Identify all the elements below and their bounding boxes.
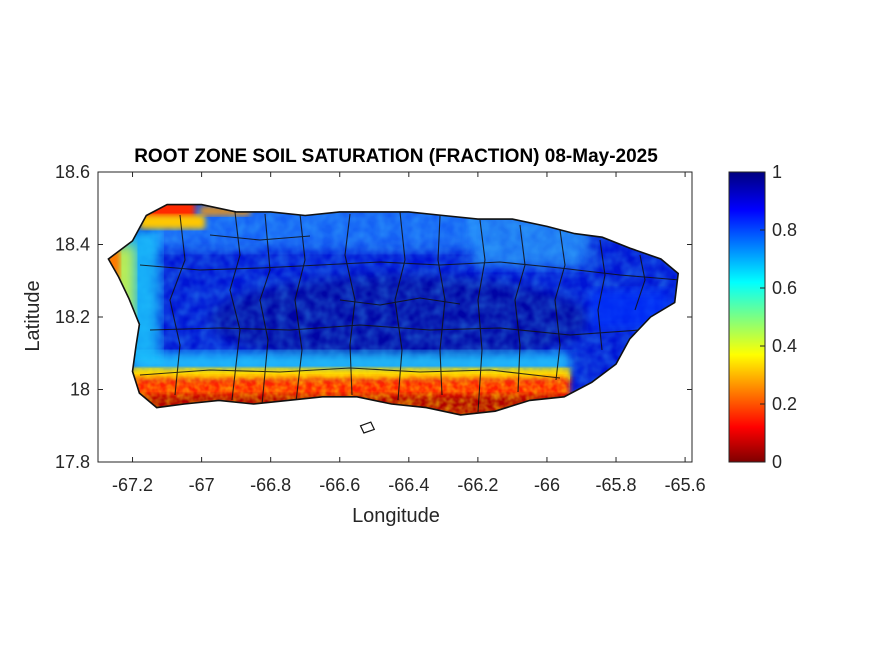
x-tick-label: -67 (189, 475, 215, 495)
y-tick-label: 18.4 (55, 235, 90, 255)
y-tick-label: 18.2 (55, 307, 90, 327)
x-tick-label: -65.8 (596, 475, 637, 495)
colorbar-tick-label: 0.6 (772, 278, 797, 298)
x-tick-label: -66 (534, 475, 560, 495)
colorbar-tick-label: 1 (772, 162, 782, 182)
island-outline (107, 203, 680, 416)
y-axis-label: Latitude (22, 280, 44, 351)
colorbar-tick-label: 0.2 (772, 394, 797, 414)
y-axis: 17.8 18 18.2 18.4 18.6 (55, 162, 692, 472)
colorbar-ticks: 0 0.2 0.4 0.6 0.8 1 (760, 162, 797, 472)
saturation-map (108, 204, 679, 415)
caja-de-muertos-outline (359, 421, 376, 434)
x-axis: -67.2 -67 -66.8 -66.6 -66.4 -66.2 -66 -65.8 -65.… (112, 172, 706, 495)
colorbar-tick-label: 0 (772, 452, 782, 472)
x-tick-label: -67.2 (112, 475, 153, 495)
x-tick-label: -66.6 (319, 475, 360, 495)
y-tick-label: 18 (70, 380, 90, 400)
y-tick-label: 17.8 (55, 452, 90, 472)
y-tick-label: 18.6 (55, 162, 90, 182)
x-tick-label: -66.4 (388, 475, 429, 495)
colorbar-tick-label: 0.8 (772, 220, 797, 240)
x-tick-label: -66.2 (457, 475, 498, 495)
x-tick-label: -65.6 (665, 475, 706, 495)
x-axis-label: Longitude (352, 505, 440, 527)
chart-title: ROOT ZONE SOIL SATURATION (FRACTION) 08-… (134, 146, 658, 167)
colorbar-gradient (728, 171, 766, 463)
municipal-boundaries (139, 211, 679, 413)
x-tick-label: -66.8 (250, 475, 291, 495)
colorbar-tick-label: 0.4 (772, 336, 797, 356)
colorbar: 0 0.2 0.4 0.6 0.8 1 (728, 162, 797, 472)
